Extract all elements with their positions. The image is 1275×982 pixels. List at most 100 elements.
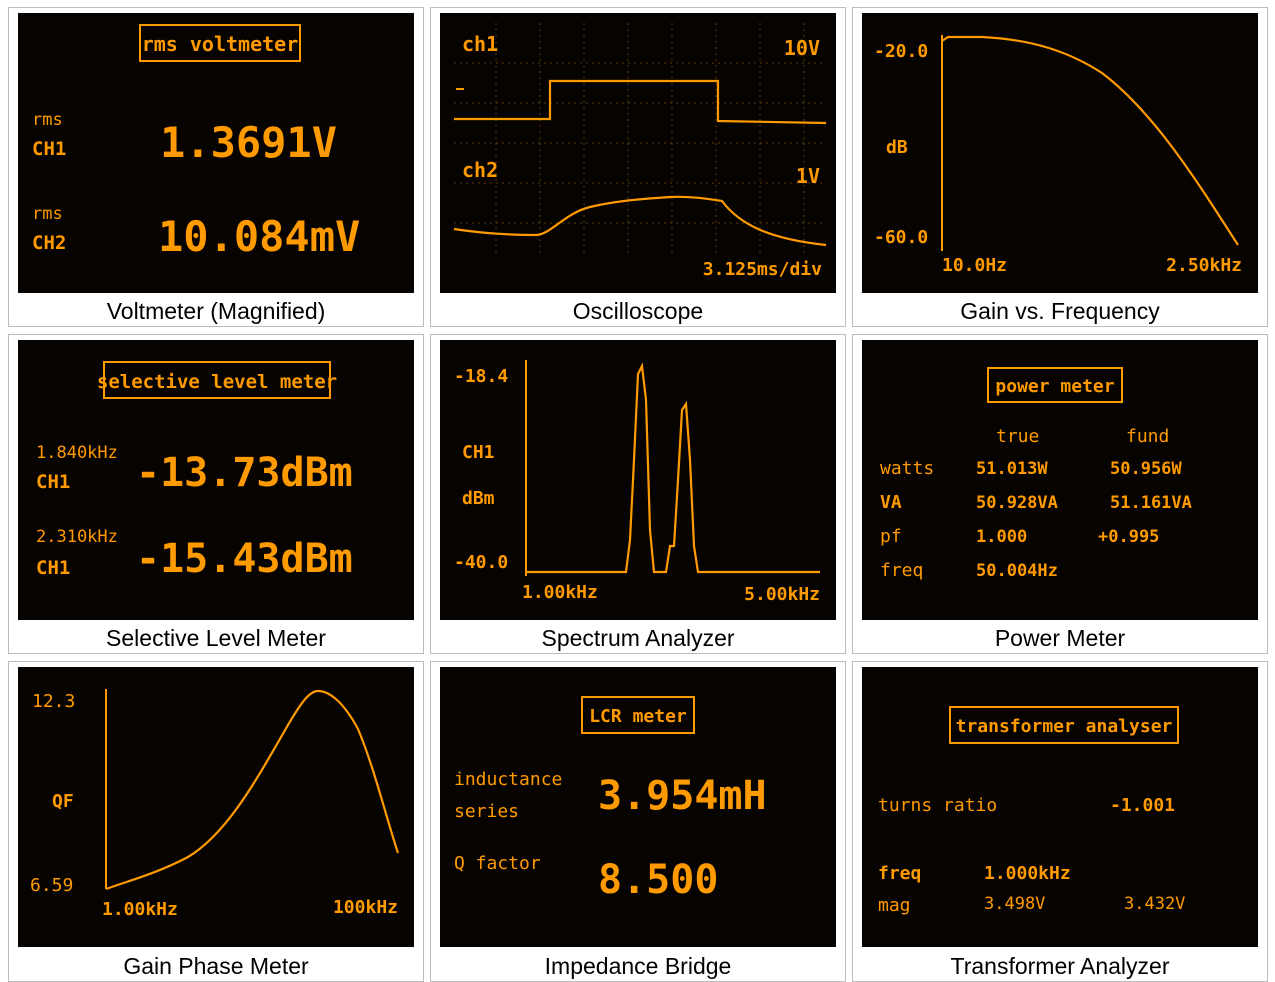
spectrum-y-bottom: -40.0: [454, 552, 508, 573]
selective-screen: selective level meter 1.840kHz CH1 -13.7…: [18, 340, 414, 620]
power-row-label: pf: [880, 526, 902, 547]
power-title-box: [987, 367, 1123, 403]
transformer-turns-label: turns ratio: [878, 795, 997, 816]
power-row-label: VA: [880, 492, 902, 513]
voltmeter-row1-value: 1.3691V: [160, 118, 337, 167]
voltmeter-cell: rms voltmeter rms CH1 1.3691V rms CH2 10…: [8, 7, 424, 327]
power-col-true: true: [996, 426, 1039, 447]
gain-freq-y-label: dB: [886, 137, 908, 158]
spectrum-cell: -18.4 CH1 dBm -40.0 1.00kHz 5.00kHz Spec…: [430, 334, 846, 654]
impedance-caption: Impedance Bridge: [544, 953, 732, 979]
impedance-row1-value: 3.954mH: [598, 773, 767, 819]
spectrum-ch: CH1: [462, 442, 495, 463]
power-row-label: watts: [880, 458, 934, 479]
gain-freq-screen: -20.0 dB -60.0 10.0Hz 2.50kHz: [862, 13, 1258, 293]
transformer-caption: Transformer Analyzer: [950, 953, 1170, 979]
gain-freq-caption: Gain vs. Frequency: [960, 298, 1160, 324]
selective-title-box: [103, 361, 331, 399]
transformer-cell: transformer analyser turns ratio -1.001 …: [852, 661, 1268, 982]
gain-freq-y-top: -20.0: [874, 41, 928, 62]
transformer-title: transformer analyser: [956, 716, 1173, 737]
gain-phase-y-bottom: 6.59: [30, 875, 73, 896]
power-screen: power meter true fund watts 51.013W 50.9…: [862, 340, 1258, 620]
transformer-screen: transformer analyser turns ratio -1.001 …: [862, 667, 1258, 947]
transformer-mag-value1: 3.498V: [984, 894, 1045, 914]
gain-freq-x-right: 2.50kHz: [1166, 255, 1242, 276]
power-row-fund: 50.956W: [1110, 459, 1182, 479]
oscilloscope-grid: [454, 23, 826, 253]
selective-caption: Selective Level Meter: [106, 625, 326, 651]
spectrum-x-left: 1.00kHz: [522, 582, 598, 603]
gain-phase-y-label: QF: [52, 791, 74, 812]
impedance-screen: LCR meter inductance series 3.954mH Q fa…: [440, 667, 836, 947]
oscilloscope-screen: ch1 10V ch2 1V 3.125ms/div: [440, 13, 836, 293]
gain-freq-y-bottom: -60.0: [874, 227, 928, 248]
power-row-true: 50.004Hz: [976, 561, 1058, 581]
power-row-true: 50.928VA: [976, 493, 1058, 513]
gain-freq-curve: [941, 35, 1239, 246]
spectrum-caption: Spectrum Analyzer: [541, 625, 735, 651]
transformer-mag-value2: 3.432V: [1124, 894, 1185, 914]
spectrum-x-right: 5.00kHz: [744, 584, 820, 605]
spectrum-screen: -18.4 CH1 dBm -40.0 1.00kHz 5.00kHz: [440, 340, 836, 620]
voltmeter-caption: Voltmeter (Magnified): [106, 298, 326, 324]
gain-phase-curve: [105, 689, 400, 891]
oscilloscope-ch1-label: ch1: [462, 32, 498, 56]
oscilloscope-caption: Oscilloscope: [572, 298, 704, 324]
transformer-freq-label: freq: [878, 863, 921, 884]
voltmeter-row2-value: 10.084mV: [158, 212, 360, 261]
power-row-fund: 51.161VA: [1110, 493, 1192, 513]
impedance-row2-value: 8.500: [598, 857, 718, 903]
voltmeter-title: rms voltmeter: [142, 32, 299, 56]
selective-title: selective level meter: [97, 371, 337, 393]
selective-row1-ch: CH1: [36, 471, 70, 493]
selective-row2-value: -15.43dBm: [136, 536, 353, 582]
oscilloscope-ch2-scale: 1V: [796, 164, 820, 188]
selective-cell: selective level meter 1.840kHz CH1 -13.7…: [8, 334, 424, 654]
power-cell: power meter true fund watts 51.013W 50.9…: [852, 334, 1268, 654]
spectrum-y-top: -18.4: [454, 366, 508, 387]
selective-row1-freq: 1.840kHz: [36, 443, 118, 463]
selective-row2-ch: CH1: [36, 557, 70, 579]
power-row-fund: +0.995: [1098, 527, 1159, 547]
voltmeter-title-box: [139, 24, 301, 62]
power-title: power meter: [995, 376, 1114, 397]
selective-row1-value: -13.73dBm: [136, 450, 353, 496]
voltmeter-screen: rms voltmeter rms CH1 1.3691V rms CH2 10…: [18, 13, 414, 293]
oscilloscope-ch2-label: ch2: [462, 158, 498, 182]
power-row-true: 1.000: [976, 527, 1027, 547]
voltmeter-row1-label-top: rms: [32, 110, 63, 130]
power-col-fund: fund: [1126, 426, 1169, 447]
voltmeter-row2-label-top: rms: [32, 204, 63, 224]
transformer-mag-label: mag: [878, 895, 911, 916]
impedance-title-box: [581, 696, 695, 734]
gain-freq-cell: -20.0 dB -60.0 10.0Hz 2.50kHz Gain vs. F…: [852, 7, 1268, 327]
instrument-gallery: rms voltmeter rms CH1 1.3691V rms CH2 10…: [8, 7, 1268, 982]
voltmeter-row2-label-bottom: CH2: [32, 232, 66, 254]
gain-phase-caption: Gain Phase Meter: [123, 953, 309, 979]
voltmeter-row1-label-bottom: CH1: [32, 138, 66, 160]
gain-phase-cell: 12.3 QF 6.59 1.00kHz 100kHz Gain Phase M…: [8, 661, 424, 982]
transformer-title-box: [949, 706, 1179, 744]
gain-phase-y-top: 12.3: [32, 691, 75, 712]
gain-phase-x-right: 100kHz: [333, 897, 398, 918]
power-row-true: 51.013W: [976, 459, 1048, 479]
oscilloscope-timebase: 3.125ms/div: [703, 259, 822, 280]
gain-freq-x-left: 10.0Hz: [942, 255, 1007, 276]
oscilloscope-ch1-scale: 10V: [784, 36, 820, 60]
impedance-row1-label-top: inductance: [454, 769, 562, 790]
gain-phase-x-left: 1.00kHz: [102, 899, 178, 920]
spectrum-unit: dBm: [462, 488, 495, 509]
gain-phase-screen: 12.3 QF 6.59 1.00kHz 100kHz: [18, 667, 414, 947]
spectrum-trace: [526, 362, 820, 574]
transformer-turns-value: -1.001: [1110, 795, 1175, 816]
oscilloscope-cell: ch1 10V ch2 1V 3.125ms/div Oscilloscope: [430, 7, 846, 327]
impedance-title: LCR meter: [589, 706, 687, 727]
oscilloscope-ch1-trace: [454, 79, 827, 125]
selective-row2-freq: 2.310kHz: [36, 527, 118, 547]
transformer-freq-value: 1.000kHz: [984, 863, 1071, 884]
impedance-cell: LCR meter inductance series 3.954mH Q fa…: [430, 661, 846, 982]
impedance-row2-label: Q factor: [454, 853, 541, 874]
power-row-label: freq: [880, 560, 923, 581]
power-caption: Power Meter: [994, 625, 1126, 651]
